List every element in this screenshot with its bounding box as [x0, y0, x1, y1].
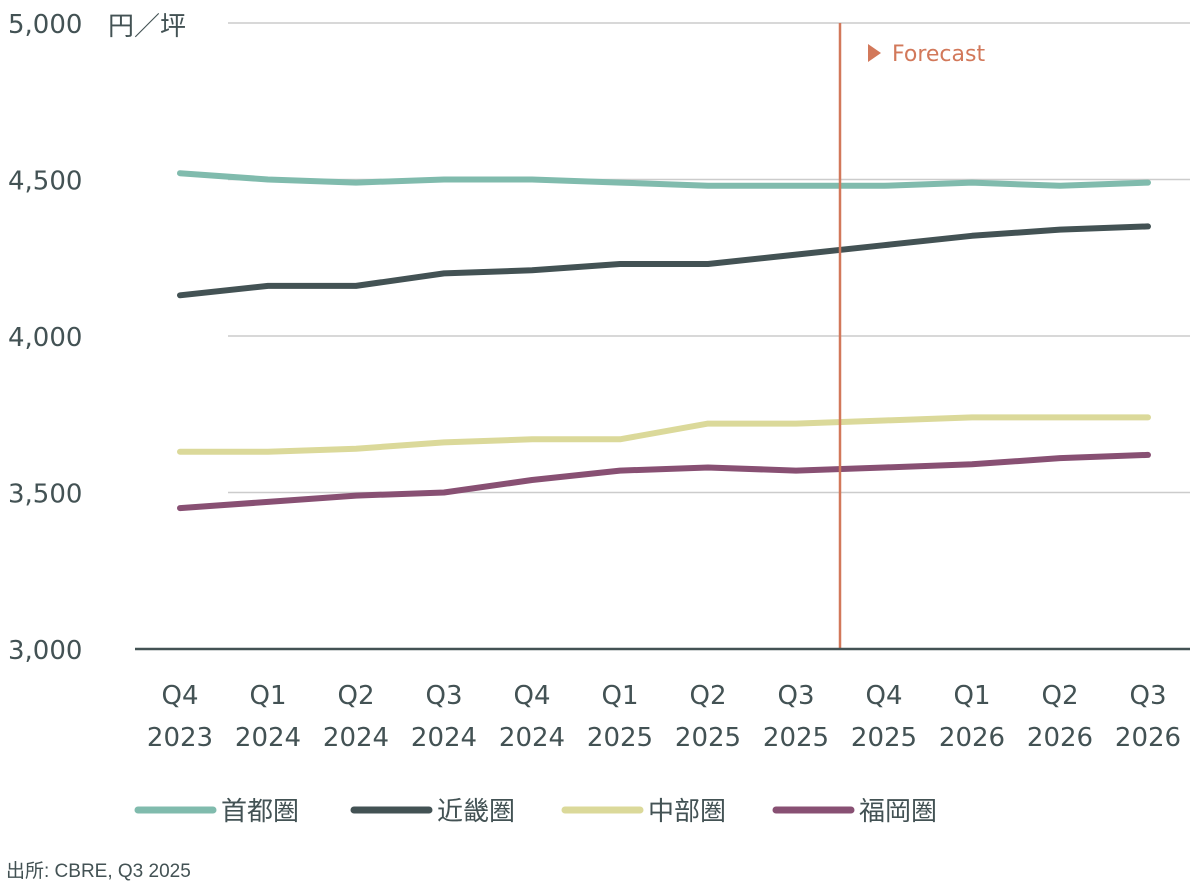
series-lines: [177, 170, 1151, 512]
x-tick-label-quarter: Q4: [513, 681, 550, 711]
x-tick-label-year: 2026: [1027, 723, 1093, 753]
legend-label: 首都圏: [221, 797, 299, 827]
x-tick-label-quarter: Q1: [249, 681, 286, 711]
y-axis-unit: 円／坪: [108, 12, 186, 42]
legend-label: 近畿圏: [437, 797, 515, 827]
legend-label: 中部圏: [648, 797, 726, 827]
y-tick-label: 5,000: [8, 10, 82, 40]
x-tick-label-quarter: Q3: [1129, 681, 1166, 711]
x-tick-label-year: 2024: [499, 723, 565, 753]
y-tick-label: 4,500: [8, 167, 82, 197]
series-line: [177, 414, 1151, 455]
x-tick-label-quarter: Q4: [865, 681, 902, 711]
x-tick-label-year: 2024: [411, 723, 477, 753]
series-line: [177, 451, 1151, 512]
series-line: [177, 223, 1151, 299]
series-line: [177, 170, 1151, 189]
forecast-label: Forecast: [892, 42, 985, 67]
x-tick-label-year: 2025: [851, 723, 917, 753]
x-tick-label-year: 2025: [763, 723, 829, 753]
x-tick-label-quarter: Q1: [953, 681, 990, 711]
x-tick-label-quarter: Q4: [161, 681, 198, 711]
y-tick-label: 4,000: [8, 323, 82, 353]
x-tick-label-year: 2024: [323, 723, 389, 753]
x-tick-label-quarter: Q3: [425, 681, 462, 711]
x-tick-label-quarter: Q2: [689, 681, 726, 711]
legend-label: 福岡圏: [859, 797, 937, 827]
legend: 首都圏 近畿圏 中部圏 福岡圏: [134, 797, 937, 827]
x-tick-label-year: 2026: [1115, 723, 1181, 753]
x-tick-label-quarter: Q2: [337, 681, 374, 711]
x-tick-label-year: 2026: [939, 723, 1005, 753]
source-note: 出所: CBRE, Q3 2025: [6, 861, 191, 882]
x-tick-label-year: 2023: [147, 723, 213, 753]
forecast-marker: Forecast: [838, 23, 985, 649]
x-tick-label-quarter: Q1: [601, 681, 638, 711]
x-tick-label-quarter: Q2: [1041, 681, 1078, 711]
x-tick-label-year: 2025: [675, 723, 741, 753]
y-tick-label: 3,000: [8, 636, 82, 666]
x-tick-label-quarter: Q3: [777, 681, 814, 711]
forecast-arrow-icon: [868, 44, 881, 62]
x-tick-label-year: 2025: [587, 723, 653, 753]
y-axis: 3,000 3,500 4,000 4,500 5,000: [8, 10, 82, 666]
x-axis: Q4 2023 Q1 2024 Q2 2024 Q3 2024 Q4 2024 Q1 2025 Q2 20…: [147, 681, 1181, 753]
y-tick-label: 3,500: [8, 480, 82, 510]
x-tick-label-year: 2024: [235, 723, 301, 753]
